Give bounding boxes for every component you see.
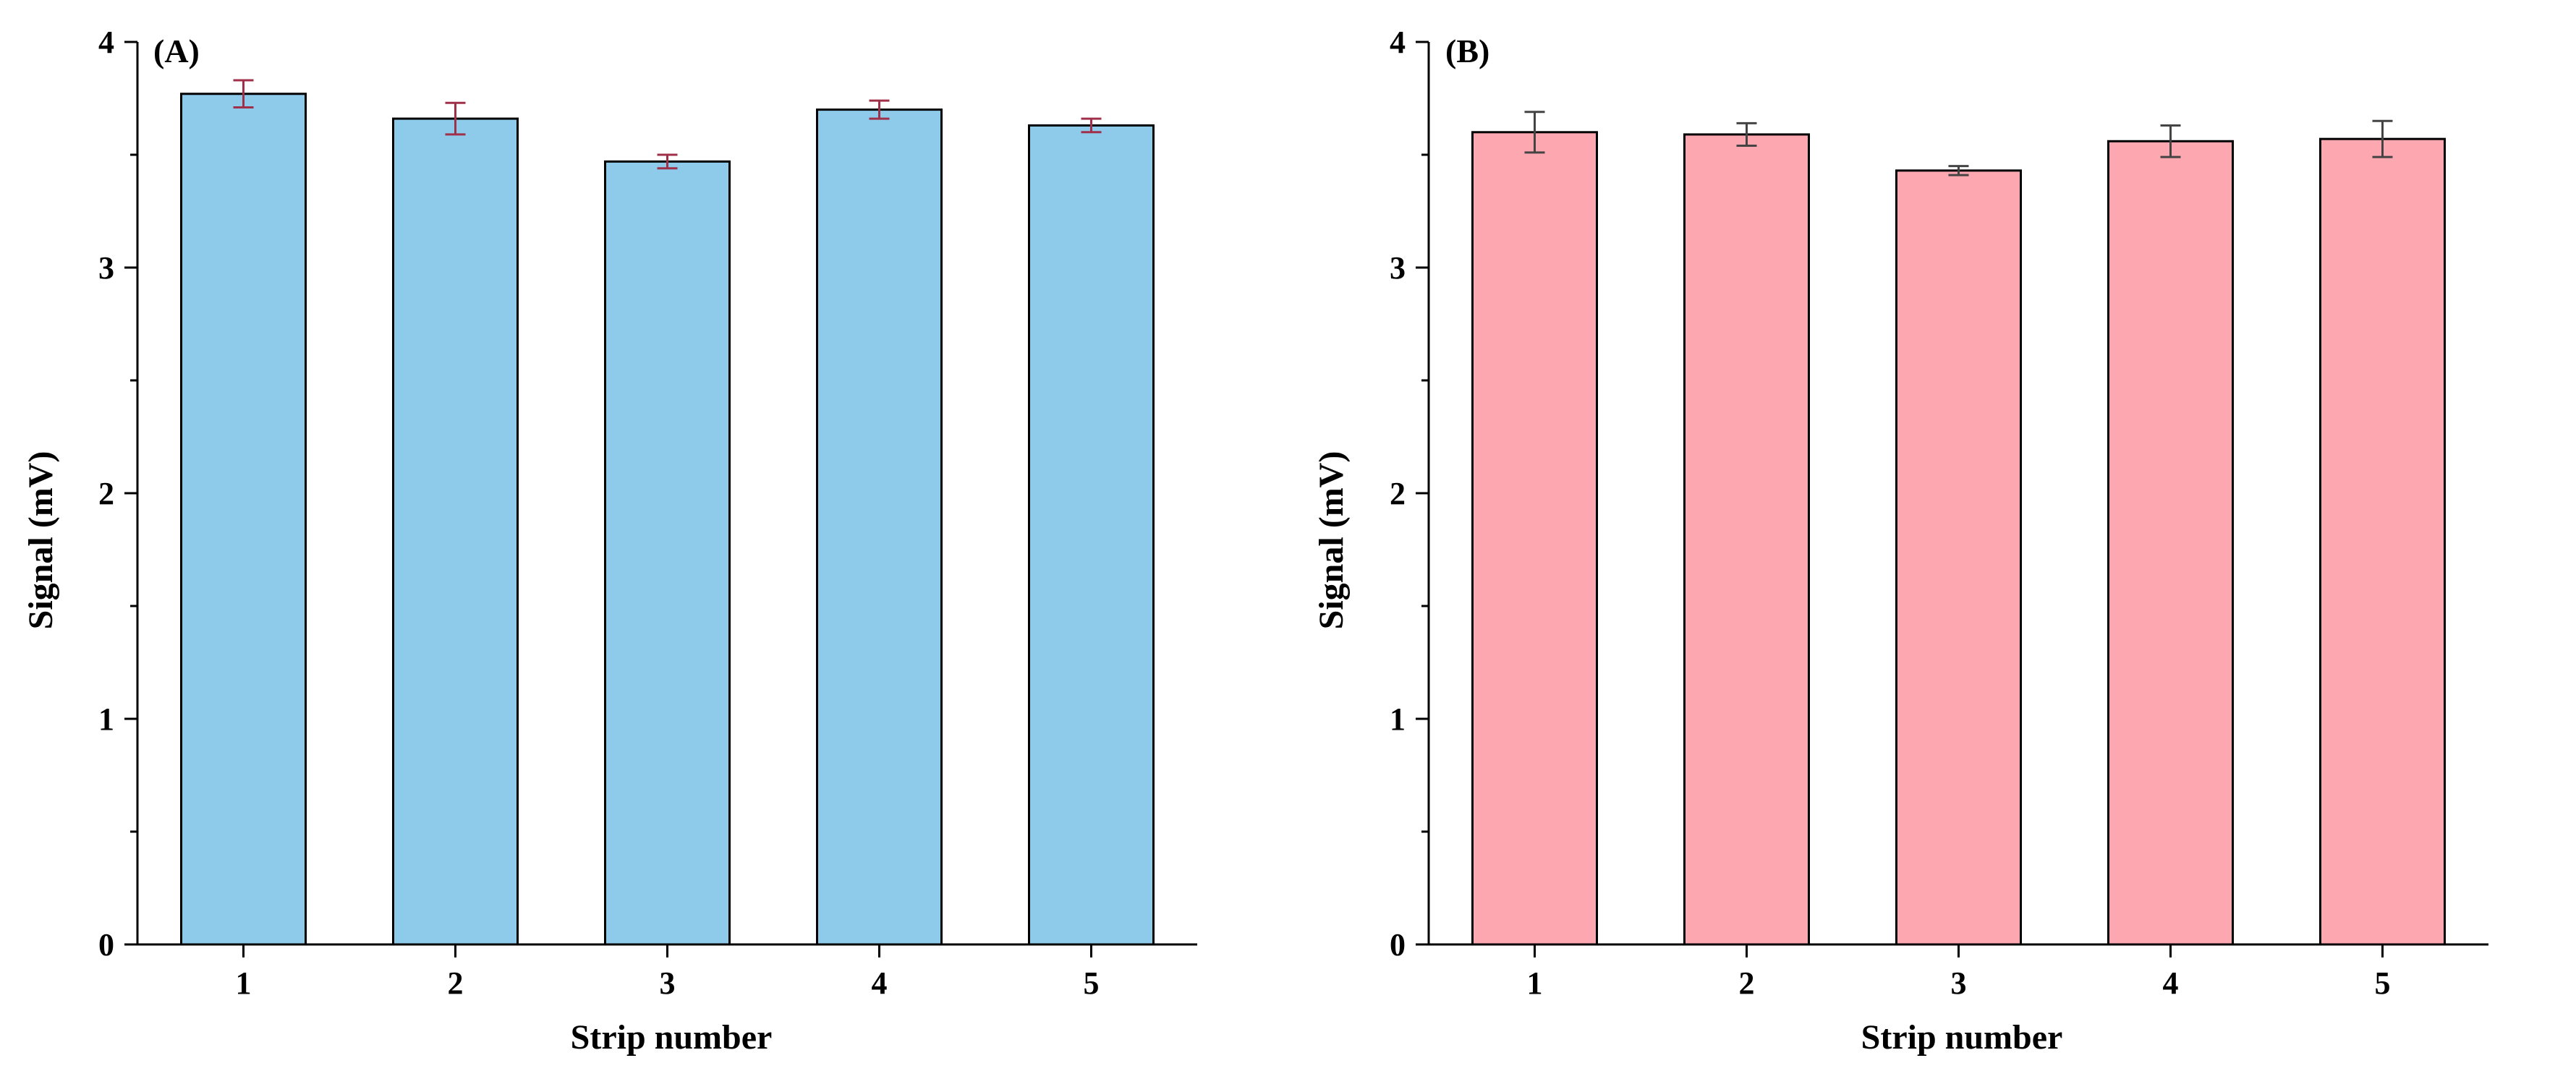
- panel-a-chart: (A) Signal (mV) Strip number 1 2 3 4 5 0 1 2 3 4: [22, 25, 1197, 1057]
- panel-a-ylabel: Signal (mV): [22, 451, 60, 630]
- panel-b-y-tick-label: 4: [1390, 25, 1406, 60]
- panel-b-bar: [1895, 169, 2022, 946]
- panel-b-bar: [2319, 137, 2446, 946]
- panel-b-y-tick-label: 1: [1390, 701, 1406, 737]
- panel-a-x-tick-label: 1: [236, 965, 252, 1001]
- panel-b-bar: [1683, 133, 1810, 946]
- panel-a-x-tick-label: 4: [872, 965, 888, 1001]
- panel-a-bar: [816, 108, 943, 946]
- panel-a-bar: [1028, 124, 1155, 946]
- panel-b-chart: (B) Signal (mV) Strip number 1 2 3 4 5 0 1 2 3 4: [1312, 25, 2488, 1057]
- panel-a-y-tick-label: 3: [98, 250, 114, 286]
- panel-a-x-tick-label: 5: [1084, 965, 1100, 1001]
- panel-b-bar: [1471, 131, 1598, 946]
- panel-b-y-tick-label: 2: [1390, 476, 1406, 511]
- panel-a-bar: [180, 93, 307, 946]
- panel-a-bar: [604, 160, 731, 946]
- panel-a-y-tick-label: 2: [98, 476, 114, 511]
- panel-b-bar: [2107, 140, 2234, 946]
- panel-b-x-tick-label: 5: [2375, 965, 2391, 1001]
- panel-a-y-tick-label: 4: [98, 25, 114, 60]
- panel-b-x-tick-label: 3: [1951, 965, 1967, 1001]
- panel-a-x-tick-label: 2: [448, 965, 464, 1001]
- panel-b-y-tick-label: 3: [1390, 250, 1406, 286]
- panel-b-ylabel: Signal (mV): [1312, 451, 1351, 630]
- panel-a-y-tick-label: 0: [98, 927, 114, 963]
- panel-a-y-tick-label: 1: [98, 701, 114, 737]
- panel-b-y-tick-label: 0: [1390, 927, 1406, 963]
- panel-a-x-tick-label: 3: [660, 965, 676, 1001]
- panel-a-xlabel: Strip number: [571, 1018, 773, 1057]
- panel-b-xlabel: Strip number: [1861, 1018, 2063, 1057]
- panel-b-x-tick-label: 1: [1527, 965, 1543, 1001]
- panel-b-x-tick-label: 2: [1739, 965, 1755, 1001]
- panel-a-label: (A): [153, 33, 200, 69]
- panel-a-bar: [392, 117, 519, 946]
- panel-b-x-tick-label: 4: [2163, 965, 2179, 1001]
- panel-b-label: (B): [1445, 33, 1489, 69]
